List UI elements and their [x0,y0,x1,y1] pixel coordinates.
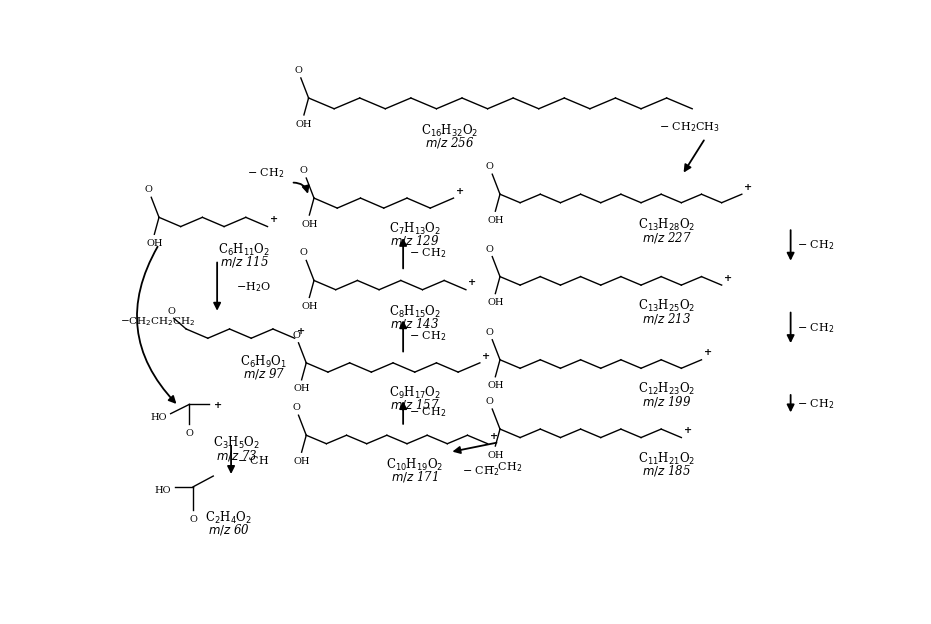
Text: +: + [724,274,732,283]
Text: $m/z$ 60: $m/z$ 60 [208,522,250,537]
Text: $m/z$ 73: $m/z$ 73 [216,447,257,462]
Text: $m/z$ 115: $m/z$ 115 [220,255,269,270]
Text: +: + [214,401,223,411]
Text: C$_{13}$H$_{28}$O$_2$: C$_{13}$H$_{28}$O$_2$ [638,217,695,233]
Text: C$_{16}$H$_{32}$O$_2$: C$_{16}$H$_{32}$O$_2$ [421,123,479,139]
Text: $m/z$ 97: $m/z$ 97 [242,366,285,381]
Text: C$_8$H$_{15}$O$_2$: C$_8$H$_{15}$O$_2$ [389,303,440,319]
Text: O: O [300,166,308,175]
Text: +: + [683,426,692,436]
Text: HO: HO [150,413,167,422]
Text: C$_{11}$H$_{21}$O$_2$: C$_{11}$H$_{21}$O$_2$ [638,451,695,467]
Text: C$_3$H$_5$O$_2$: C$_3$H$_5$O$_2$ [213,436,260,451]
Text: +: + [297,327,305,336]
Text: $m/z$ 157: $m/z$ 157 [390,397,439,412]
Text: O: O [185,429,193,438]
Text: O: O [486,245,493,253]
Text: O: O [486,328,493,337]
Text: $-$H$_2$O: $-$H$_2$O [236,280,271,293]
Text: $-$ CH$_2$: $-$ CH$_2$ [797,397,834,411]
Text: +: + [744,183,752,192]
Text: $-$ CH$_2$: $-$ CH$_2$ [410,246,447,260]
Text: C$_{10}$H$_{19}$O$_2$: C$_{10}$H$_{19}$O$_2$ [386,457,443,473]
Text: O: O [486,162,493,171]
Text: O: O [292,403,300,412]
Text: OH: OH [301,302,317,311]
Text: $m/z$ 199: $m/z$ 199 [642,394,692,409]
Text: C$_6$H$_{11}$O$_2$: C$_6$H$_{11}$O$_2$ [218,242,270,258]
Text: O: O [189,515,197,524]
Text: OH: OH [487,451,504,460]
Text: +: + [490,432,498,441]
Text: +: + [468,278,477,288]
Text: +: + [270,215,278,224]
Text: $m/z$ 213: $m/z$ 213 [642,311,691,326]
Text: $-$ CH$_2$: $-$ CH$_2$ [247,167,284,180]
Text: $-$ CH$_2$CH$_3$: $-$ CH$_2$CH$_3$ [659,120,721,134]
Text: HO: HO [155,486,170,495]
Text: C$_{12}$H$_{23}$O$_2$: C$_{12}$H$_{23}$O$_2$ [638,381,695,397]
Text: OH: OH [487,216,504,225]
Text: OH: OH [293,457,310,466]
Text: O: O [486,397,493,406]
Text: $-$ CH$_2$: $-$ CH$_2$ [410,406,447,419]
Text: $m/z$ 129: $m/z$ 129 [390,233,439,248]
Text: $-$ CH$_2$: $-$ CH$_2$ [485,461,522,474]
Text: OH: OH [487,381,504,391]
Text: $-$ CH$_2$: $-$ CH$_2$ [410,329,447,343]
Text: OH: OH [301,220,317,228]
Text: O: O [168,307,175,316]
Text: O: O [294,66,303,75]
Text: $m/z$ 171: $m/z$ 171 [391,469,439,484]
Text: $m/z$ 227: $m/z$ 227 [641,230,692,245]
Text: +: + [482,351,491,361]
Text: $-$ CH$_2$: $-$ CH$_2$ [462,464,499,479]
Text: C$_7$H$_{13}$O$_2$: C$_7$H$_{13}$O$_2$ [389,221,440,237]
Text: OH: OH [293,384,310,393]
Text: C$_9$H$_{17}$O$_2$: C$_9$H$_{17}$O$_2$ [389,384,440,401]
Text: $-$CH$_2$CH$_2$CH$_2$: $-$CH$_2$CH$_2$CH$_2$ [120,315,196,328]
Text: $-$ CH: $-$ CH [237,454,270,466]
Text: +: + [704,348,712,358]
Text: O: O [292,331,300,339]
Text: C$_2$H$_4$O$_2$: C$_2$H$_4$O$_2$ [206,510,252,526]
Text: OH: OH [146,239,163,248]
Text: OH: OH [296,120,312,129]
Text: O: O [145,185,153,194]
Text: $m/z$ 185: $m/z$ 185 [642,463,691,478]
Text: OH: OH [487,298,504,307]
Text: $m/z$ 256: $m/z$ 256 [425,135,474,150]
Text: $-$ CH$_2$: $-$ CH$_2$ [797,238,834,252]
Text: O: O [300,248,308,257]
Text: C$_6$H$_9$O$_1$: C$_6$H$_9$O$_1$ [240,354,287,369]
Text: $-$ CH$_2$: $-$ CH$_2$ [797,321,834,334]
Text: +: + [456,187,464,196]
Text: C$_{13}$H$_{25}$O$_2$: C$_{13}$H$_{25}$O$_2$ [638,298,695,314]
Text: $m/z$ 143: $m/z$ 143 [390,316,439,331]
